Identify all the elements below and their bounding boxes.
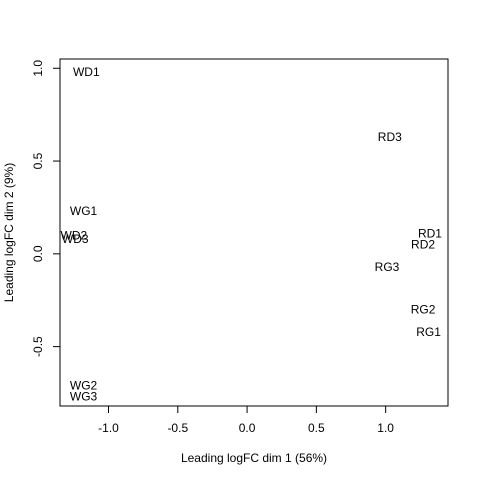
x-tick-label: 0.0	[239, 421, 256, 435]
x-tick-label: 0.5	[308, 421, 325, 435]
point-label-wg3: WG3	[70, 390, 98, 404]
y-tick-label: 0.0	[31, 245, 45, 262]
x-axis-title: Leading logFC dim 1 (56%)	[181, 451, 327, 465]
point-label-rg3: RG3	[375, 260, 400, 274]
point-label-rd2: RD2	[411, 238, 435, 252]
point-label-wg1: WG1	[70, 204, 98, 218]
point-label-rd1: RD1	[418, 226, 442, 240]
point-label-wd3: WD3	[62, 232, 89, 246]
x-axis: -1.0 -0.5 0.0 0.5 1.0	[98, 405, 394, 435]
point-label-rg2: RG2	[411, 303, 436, 317]
point-label-rd3: RD3	[378, 130, 402, 144]
point-label-rg1: RG1	[416, 325, 441, 339]
point-label-wd2: WD2	[61, 228, 88, 242]
point-label-wd1: WD1	[73, 65, 100, 79]
y-tick-label: -0.5	[31, 336, 45, 357]
plot-frame	[59, 58, 449, 407]
point-label-wg2: WG2	[70, 379, 98, 393]
y-tick-label: 0.5	[31, 152, 45, 169]
y-axis-title: Leading logFC dim 2 (9%)	[2, 163, 16, 302]
x-tick-label: -0.5	[167, 421, 188, 435]
y-tick-label: 1.0	[31, 60, 45, 77]
x-tick-label: 1.0	[377, 421, 394, 435]
y-axis: -0.5 0.0 0.5 1.0	[31, 60, 61, 357]
x-tick-label: -1.0	[98, 421, 119, 435]
